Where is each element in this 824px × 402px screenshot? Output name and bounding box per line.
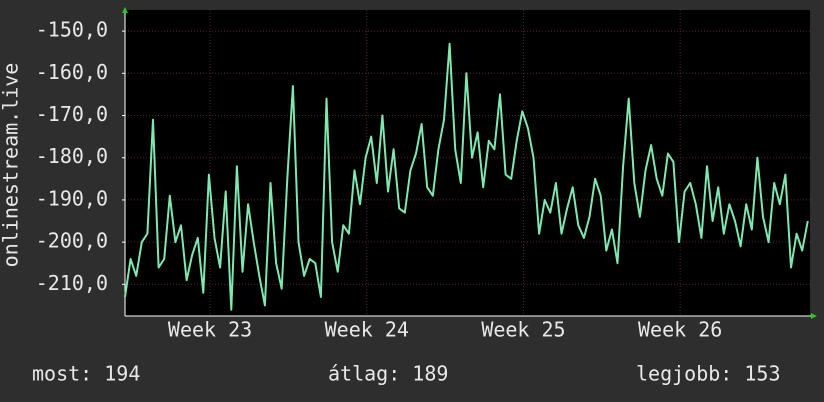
y-tick-label: -180,0 xyxy=(36,144,108,168)
y-tick-label: -150,0 xyxy=(36,18,108,42)
x-tick-label: Week 24 xyxy=(325,318,409,342)
y-tick-label: -210,0 xyxy=(36,271,108,295)
x-tick-label: Week 25 xyxy=(481,318,565,342)
footer-average: átlag: 189 xyxy=(328,362,448,386)
y-axis-arrow xyxy=(122,7,128,13)
x-tick-label: Week 23 xyxy=(168,318,252,342)
y-tick-label: -160,0 xyxy=(36,60,108,84)
plot-area xyxy=(125,10,810,316)
data-line xyxy=(124,42,809,311)
footer-best: legjobb: 153 xyxy=(636,362,781,386)
y-axis-label: onlinestream.live xyxy=(0,63,23,268)
y-tick-label: -170,0 xyxy=(36,102,108,126)
y-tick-label: -200,0 xyxy=(36,229,108,253)
x-tick-label: Week 26 xyxy=(638,318,722,342)
x-axis-arrow xyxy=(811,313,817,319)
y-tick-label: -190,0 xyxy=(36,186,108,210)
footer-current: most: 194 xyxy=(32,362,140,386)
